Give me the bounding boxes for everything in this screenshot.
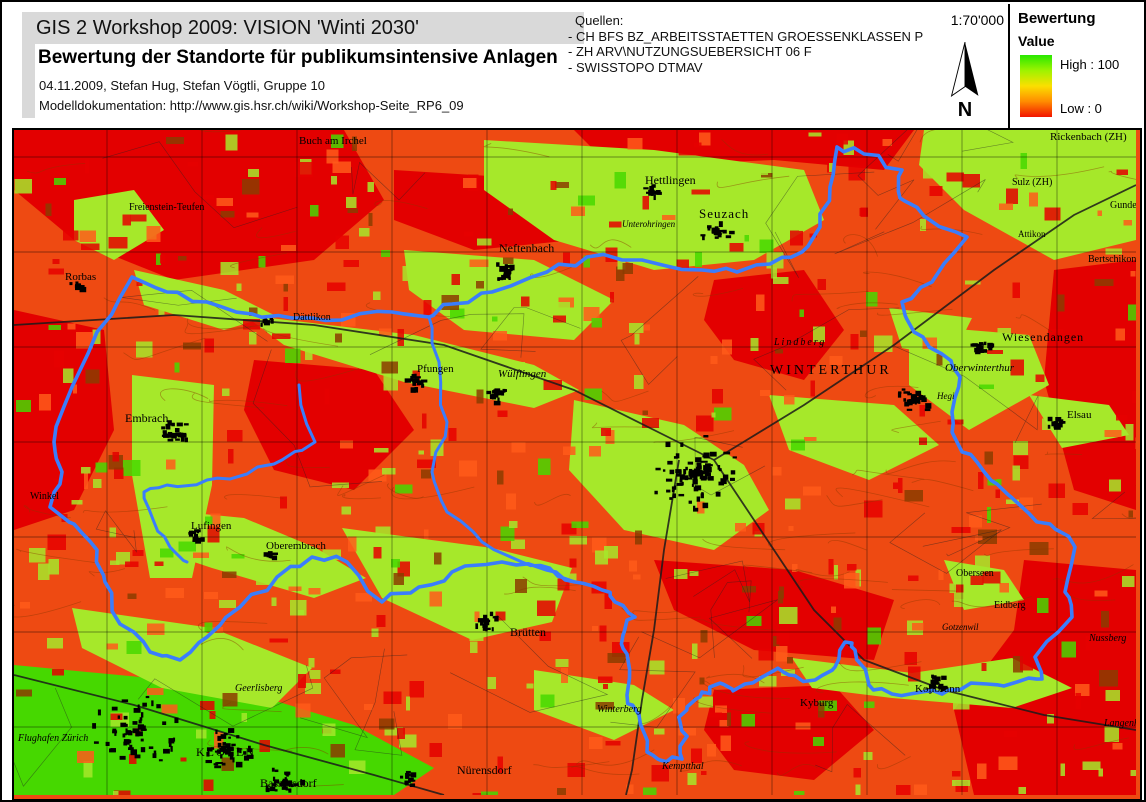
town-label-lindberg: Lindberg [773,337,826,348]
workshop-title-bar: GIS 2 Workshop 2009: VISION 'Winti 2030' [22,12,584,44]
town-label-freienstein-teufen: Freienstein-Teufen [129,202,204,213]
town-label-seuzach: Seuzach [699,206,749,221]
town-label-kemptthal: Kemptthal [661,761,704,772]
town-label-winkel: Winkel [30,491,59,502]
town-label-elsau: Elsau [1067,409,1092,421]
town-label-oberembrach: Oberembrach [266,540,326,552]
title-accent-strip [22,44,35,118]
town-label-hettlingen: Hettlingen [645,173,696,187]
sources-title: Quellen: [575,13,624,28]
town-label-wiesendangen: Wiesendangen [1002,330,1084,344]
town-label-rorbas: Rorbas [65,271,96,283]
town-label-gundetswil: Gundetswil [1110,200,1136,211]
town-label-kyburg: Kyburg [800,697,834,709]
source-lines: - CH BFS BZ_ARBEITSSTAETTEN GROESSENKLAS… [568,29,923,76]
map-canvas: Buch am Irchel Rickenbach (ZH) Gundetswil S… [0,102,1146,802]
town-label-flughafen-z-rich: Flughafen Zürich [17,733,88,744]
town-label-n-rensdorf: Nürensdorf [457,763,512,777]
town-label-gotzenwil: Gotzenwil [942,622,979,632]
town-label-nussberg: Nussberg [1088,633,1126,644]
legend-high-label: High : 100 [1060,57,1120,72]
town-label-winterberg: Winterberg [597,704,642,715]
documentation-line: Modelldokumentation: http://www.gis.hsr.… [39,98,464,113]
author-line: 04.11.2009, Stefan Hug, Stefan Vögtli, G… [39,78,325,93]
town-label-neftenbach: Neftenbach [499,241,554,255]
map-frame: Buch am Irchel Rickenbach (ZH) Gundetswil S… [0,102,1146,802]
north-arrow: N [940,38,990,122]
town-label-oberwinterthur: Oberwinterthur [945,362,1015,374]
town-label-rickenbach-zh-: Rickenbach (ZH) [1050,131,1127,143]
source-item: - SWISSTOPO DTMAV [568,59,703,75]
map-title: Bewertung der Standorte für publikumsint… [38,47,558,68]
town-label-winterthur: WINTERTHUR [770,363,892,378]
town-label-bertschikon: Bertschikon [1088,254,1136,265]
town-label-pfungen: Pfungen [417,363,454,375]
town-label-oberseen: Oberseen [956,568,994,579]
legend: Bewertung Value High : 100 Low : 0 [1018,10,1144,117]
town-label-lufingen: Lufingen [191,520,232,532]
town-label-kloten: KLOTEN [196,745,256,759]
town-label-embrach: Embrach [125,411,168,425]
legend-gradient-bar [1020,55,1052,117]
sources-block: Quellen: - CH BFS BZ_ARBEITSSTAETTEN GRO… [568,13,923,75]
north-label: N [957,99,973,121]
town-label-kollbrunn: Kollbrunn [915,683,961,695]
town-label-d-ttlikon: Dättlikon [293,312,331,323]
source-item: - CH BFS BZ_ARBEITSSTAETTEN GROESSENKLAS… [568,28,924,44]
town-label-hegi: Hegi [936,391,955,401]
legend-low-label: Low : 0 [1060,101,1102,116]
town-label-unterohringen: Unterohringen [622,219,676,229]
town-label-w-lflingen: Wülflingen [498,368,547,380]
town-label-bassersdorf: Bassersdorf [260,776,317,790]
north-arrow-icon [950,42,979,98]
legend-title: Bewertung [1018,10,1096,27]
legend-value-label: Value [1018,33,1055,49]
town-label-geerlisberg: Geerlisberg [235,683,282,694]
workshop-title: GIS 2 Workshop 2009: VISION 'Winti 2030' [36,17,419,39]
town-label-eidberg: Eidberg [994,600,1025,611]
town-label-buch-am-irchel: Buch am Irchel [299,135,367,147]
town-label-attikon: Attikon [1018,229,1046,239]
source-item: - ZH ARV\NUTZUNGSUEBERSICHT 06 F [568,44,812,59]
town-label-sulz-zh-: Sulz (ZH) [1012,177,1052,188]
legend-separator [1008,4,1010,128]
town-label-langenhard: Langenhard [1103,718,1136,729]
scale-label: 1:70'000 [950,12,1004,28]
town-label-br-tten: Brütten [510,625,546,639]
